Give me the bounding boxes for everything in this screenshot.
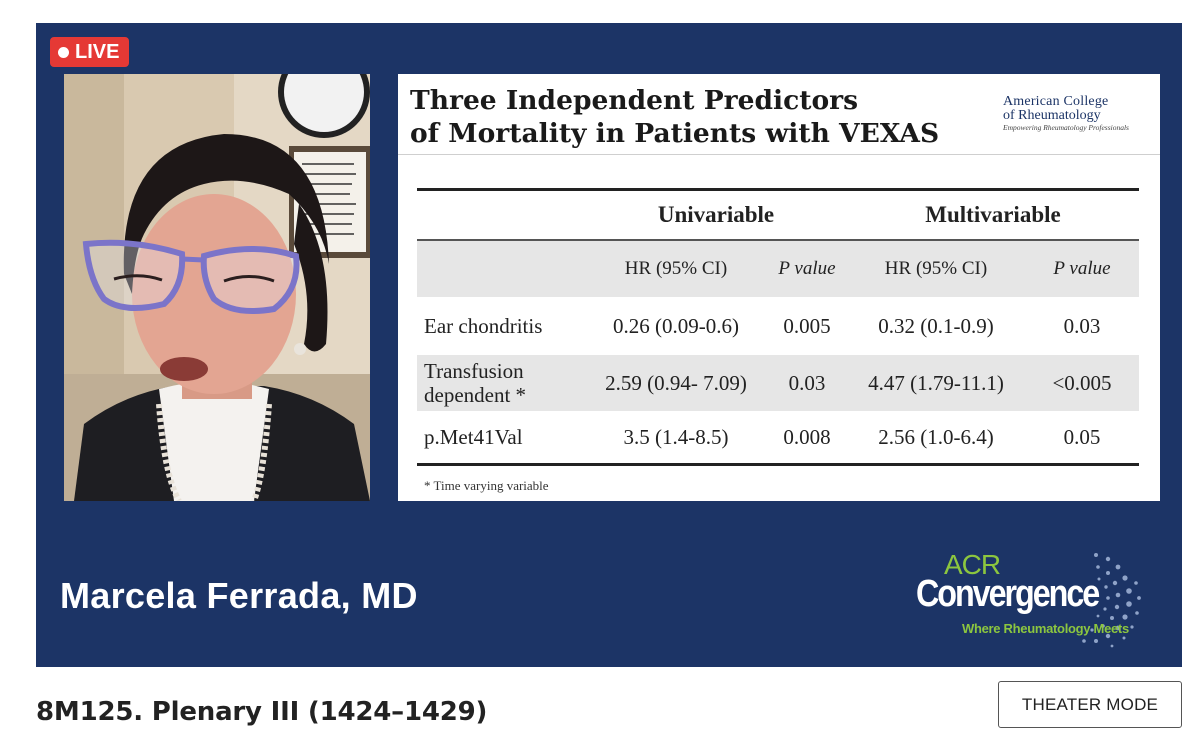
cell-multi-p: 0.05 bbox=[1063, 424, 1101, 449]
row-label: Transfusion dependent * bbox=[424, 359, 527, 407]
row-label: Ear chondritis bbox=[424, 314, 543, 338]
table-bottom-rule bbox=[417, 463, 1139, 466]
subheader-uni-p: P value bbox=[778, 258, 836, 279]
table-header-rule bbox=[417, 239, 1139, 241]
slide-header: Three Independent Predictors of Mortalit… bbox=[398, 74, 1160, 155]
slide-title: Three Independent Predictors of Mortalit… bbox=[410, 85, 940, 149]
group-header-multivariable: Multivariable bbox=[925, 202, 1061, 227]
cell-multi-p: 0.03 bbox=[1063, 313, 1101, 338]
acr-logo-line1: American College bbox=[1003, 94, 1109, 109]
table-row: Transfusion dependent * 2.59 (0.94- 7.09… bbox=[417, 355, 1139, 411]
cell-uni-hr: 2.59 (0.94- 7.09) bbox=[605, 370, 747, 395]
cell-multi-p: <0.005 bbox=[1052, 370, 1112, 395]
cell-uni-hr: 3.5 (1.4-8.5) bbox=[623, 424, 729, 449]
presentation-slide: Three Independent Predictors of Mortalit… bbox=[398, 74, 1160, 501]
cell-uni-p: 0.008 bbox=[783, 424, 831, 449]
subheader-multi-p: P value bbox=[1053, 258, 1111, 279]
table-top-rule bbox=[417, 188, 1139, 191]
subheader-multi-hr: HR (95% CI) bbox=[884, 258, 988, 279]
cell-multi-hr: 2.56 (1.0-6.4) bbox=[878, 424, 994, 449]
theater-mode-button[interactable]: THEATER MODE bbox=[998, 681, 1182, 728]
table-group-header-row: Univariable Multivariable bbox=[417, 191, 1139, 239]
table-subheader-row: HR (95% CI) P value HR (95% CI) P value bbox=[417, 241, 1139, 297]
acr-logo: American College of Rheumatology Empower… bbox=[1003, 94, 1153, 133]
dot-swirl-icon bbox=[1082, 553, 1141, 648]
acr-convergence-logo: ACR Convergence Where Rheumatology Meets bbox=[906, 543, 1156, 653]
subheader-uni-hr: HR (95% CI) bbox=[624, 258, 728, 279]
cell-multi-hr: 4.47 (1.79-11.1) bbox=[868, 370, 1004, 395]
live-label: LIVE bbox=[75, 40, 120, 63]
live-dot-icon bbox=[58, 46, 69, 58]
slide-footnote: * Time varying variable bbox=[424, 478, 549, 493]
cell-multi-hr: 0.32 (0.1-0.9) bbox=[878, 313, 994, 338]
acr-logo-line2: of Rheumatology bbox=[1003, 108, 1101, 123]
webcam-image bbox=[64, 74, 370, 501]
brand-convergence-text: Convergence bbox=[916, 573, 1100, 615]
table-row: p.Met41Val 3.5 (1.4-8.5) 0.008 2.56 (1.0… bbox=[417, 411, 1139, 463]
acr-logo-tagline: Empowering Rheumatology Professionals bbox=[1003, 123, 1129, 132]
brand-tagline: Where Rheumatology Meets bbox=[962, 621, 1129, 636]
video-player[interactable]: LIVE bbox=[36, 23, 1182, 667]
cell-uni-p: 0.005 bbox=[783, 313, 831, 338]
row-label: p.Met41Val bbox=[424, 425, 523, 449]
brand-acr-text: ACR bbox=[944, 549, 1001, 580]
cell-uni-hr: 0.26 (0.09-0.6) bbox=[613, 313, 739, 338]
cell-uni-p: 0.03 bbox=[788, 370, 826, 395]
table-row: Ear chondritis 0.26 (0.09-0.6) 0.005 0.3… bbox=[417, 297, 1139, 355]
group-header-univariable: Univariable bbox=[657, 202, 775, 227]
presenter-webcam bbox=[64, 74, 370, 501]
presenter-name: Marcela Ferrada, MD bbox=[60, 575, 418, 616]
results-table: Univariable Multivariable HR (95% CI) P … bbox=[417, 188, 1139, 466]
live-badge: LIVE bbox=[50, 37, 130, 67]
page-title: 8M125. Plenary III (1424–1429) bbox=[36, 697, 488, 727]
